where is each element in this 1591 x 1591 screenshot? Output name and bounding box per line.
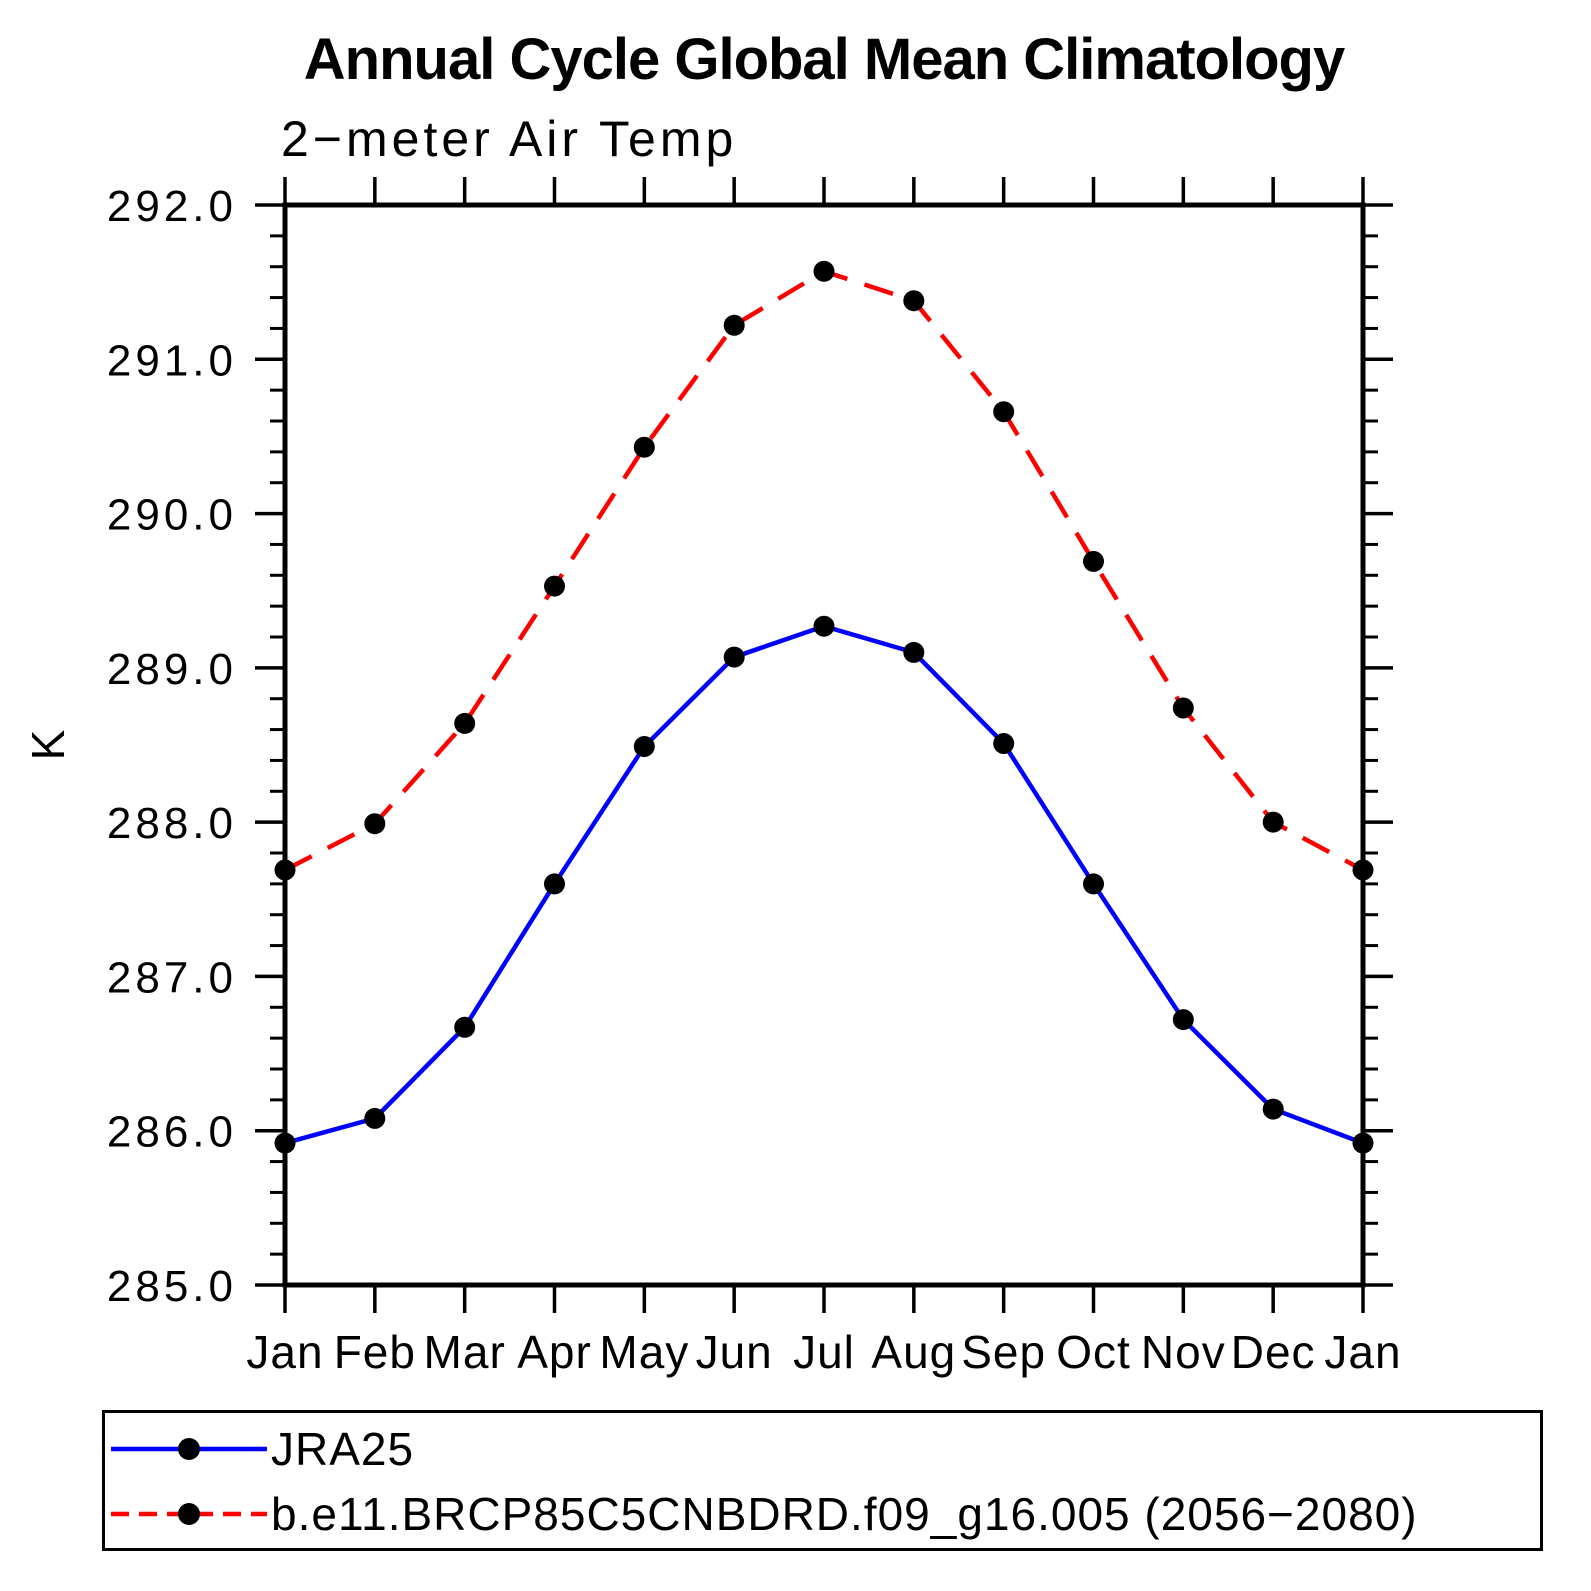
data-point-marker — [723, 314, 745, 336]
data-point-marker — [274, 859, 296, 881]
legend-sample-marker — [178, 1503, 200, 1525]
data-point-marker — [633, 736, 655, 757]
data-point-marker — [993, 733, 1015, 754]
series-line-0 — [284, 623, 1364, 1146]
data-point-marker — [903, 641, 925, 663]
x-tick-label: Aug — [871, 1326, 956, 1378]
data-point-marker — [1262, 1098, 1284, 1120]
x-tick-label: Dec — [1231, 1326, 1316, 1378]
x-tick-label: Mar — [424, 1326, 506, 1378]
x-tick-label: Feb — [334, 1326, 416, 1378]
chart-subtitle: 2−meter Air Temp — [281, 111, 738, 167]
legend-sample-marker — [178, 1438, 200, 1460]
legend-label: JRA25 — [271, 1423, 415, 1475]
data-point-marker — [274, 1132, 296, 1154]
data-point-marker — [813, 260, 835, 282]
x-tick-label: Jul — [793, 1326, 855, 1378]
y-tick-label: 289.0 — [107, 645, 237, 694]
data-point-marker — [364, 813, 386, 835]
y-tick-label: 292.0 — [107, 182, 237, 231]
data-point-marker — [544, 873, 565, 895]
y-tick-label: 288.0 — [107, 799, 237, 848]
series-line-1 — [283, 268, 1365, 872]
legend-item: JRA25 — [109, 1417, 414, 1481]
data-point-marker — [1172, 697, 1194, 719]
data-point-marker — [993, 401, 1015, 423]
data-point-marker — [454, 1016, 476, 1038]
chart-title: Annual Cycle Global Mean Climatology — [303, 27, 1345, 92]
data-point-marker — [364, 1107, 386, 1129]
y-tick-label: 291.0 — [107, 336, 237, 385]
legend-label: b.e11.BRCP85C5CNBDRD.f09_g16.005 (2056−2… — [271, 1488, 1418, 1540]
y-tick-label: 286.0 — [107, 1108, 237, 1157]
legend-line-sample-icon — [111, 1503, 267, 1525]
x-tick-label: Jan — [246, 1326, 323, 1378]
x-tick-label: Jun — [696, 1326, 773, 1378]
data-point-marker — [1262, 811, 1284, 833]
y-tick-label: 287.0 — [107, 953, 237, 1002]
x-tick-label: May — [599, 1326, 689, 1378]
data-point-marker — [1083, 550, 1104, 572]
data-point-marker — [1083, 873, 1104, 895]
x-tick-label: Oct — [1056, 1326, 1131, 1378]
data-point-marker — [813, 615, 835, 637]
x-tick-label: Sep — [961, 1326, 1046, 1378]
data-point-marker — [1172, 1009, 1194, 1031]
data-point-marker — [633, 436, 655, 458]
legend-line-sample-icon — [111, 1438, 267, 1460]
data-point-marker — [1352, 1132, 1374, 1154]
data-point-marker — [1352, 859, 1374, 881]
data-point-marker — [723, 646, 745, 668]
legend-item: b.e11.BRCP85C5CNBDRD.f09_g16.005 (2056−2… — [109, 1482, 1418, 1546]
y-tick-label: 285.0 — [107, 1262, 237, 1311]
x-tick-label: Nov — [1141, 1326, 1226, 1378]
data-point-marker — [903, 290, 925, 312]
x-tick-label: Jan — [1324, 1326, 1401, 1378]
y-tick-label: 290.0 — [107, 491, 237, 540]
x-tick-label: Apr — [517, 1326, 592, 1378]
data-point-marker — [454, 712, 476, 734]
data-point-marker — [544, 575, 565, 597]
legend: JRA25 b.e11.BRCP85C5CNBDRD.f09_g16.005 (… — [102, 1410, 1543, 1551]
